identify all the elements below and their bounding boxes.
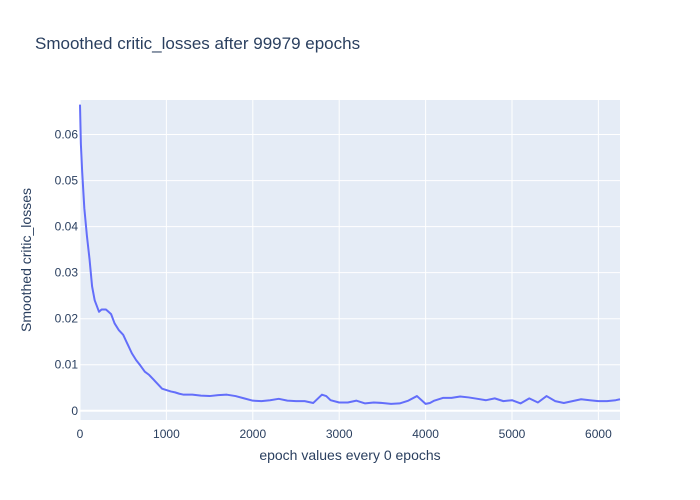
x-tick-label: 3000	[326, 427, 353, 441]
grid-lines	[79, 100, 620, 420]
x-tick-label: 2000	[239, 427, 266, 441]
y-tick-label: 0.06	[55, 128, 79, 142]
x-tick-label: 4000	[412, 427, 439, 441]
y-tick-label: 0.04	[55, 220, 79, 234]
x-tick-label: 5000	[499, 427, 526, 441]
chart-title: Smoothed critic_losses after 99979 epoch…	[35, 34, 361, 53]
y-axis-title: Smoothed critic_losses	[18, 188, 34, 332]
y-tick-label: 0.03	[55, 266, 79, 280]
y-tick-label: 0	[71, 404, 78, 418]
x-tick-label: 1000	[153, 427, 180, 441]
y-tick-label: 0.05	[55, 174, 79, 188]
x-tick-label: 0	[77, 427, 84, 441]
y-axis-ticks: 0 0.01 0.02 0.03 0.04 0.05 0.06	[55, 128, 79, 418]
x-axis-ticks: 0 1000 2000 3000 4000 5000 6000	[77, 427, 612, 441]
x-tick-label: 6000	[585, 427, 612, 441]
plot-area	[80, 100, 620, 420]
x-axis-title: epoch values every 0 epochs	[259, 447, 440, 463]
series-line	[79, 104, 621, 405]
y-tick-label: 0.02	[55, 312, 79, 326]
y-tick-label: 0.01	[55, 358, 79, 372]
